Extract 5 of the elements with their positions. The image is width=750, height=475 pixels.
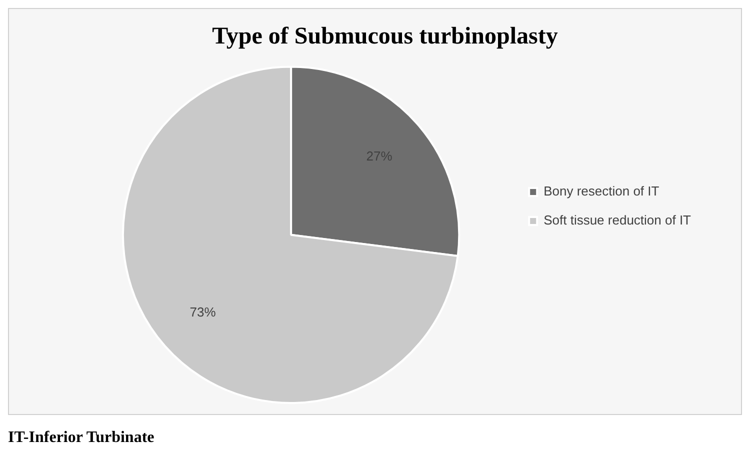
- chart-title: Type of Submucous turbinoplasty: [212, 24, 558, 50]
- legend-label: Soft tissue reduction of IT: [544, 212, 692, 228]
- legend-label: Bony resection of IT: [544, 184, 660, 199]
- text: IT-Inferior Turbinate: [8, 429, 156, 447]
- data-label: 73%: [190, 304, 216, 320]
